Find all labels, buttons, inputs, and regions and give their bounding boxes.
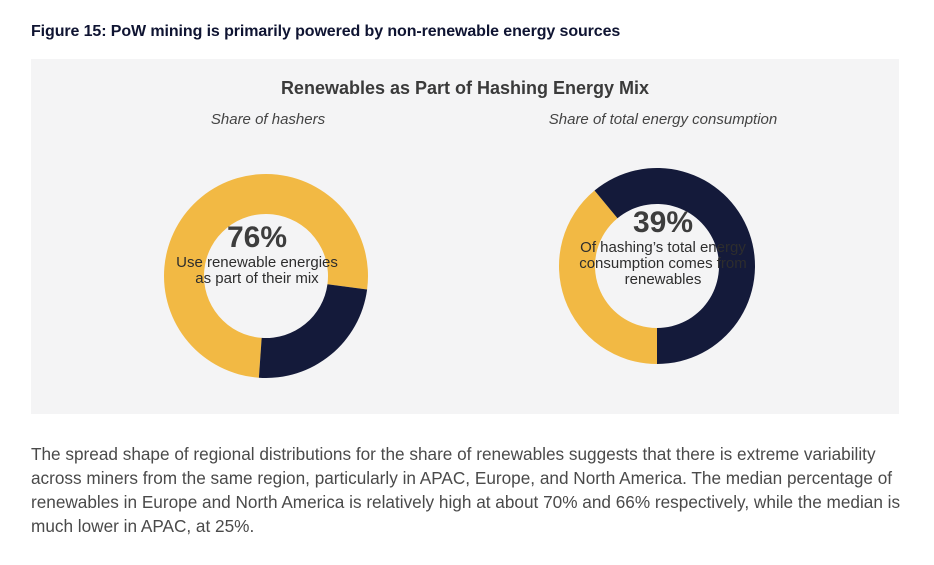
donut-center-energy: 39% Of hashing’s total energy consumptio… xyxy=(573,206,753,288)
percentage-energy: 39% xyxy=(632,206,694,239)
non-renewable-slice xyxy=(258,284,368,378)
renewable-slice xyxy=(163,174,368,378)
non-renewable-slice xyxy=(594,168,755,364)
renewable-slice xyxy=(558,190,657,364)
subtitle-share-of-energy: Share of total energy consumption xyxy=(548,111,778,128)
description-hashers: Use renewable energies as part of their … xyxy=(176,254,338,287)
body-paragraph: The spread shape of regional distributio… xyxy=(31,444,901,536)
donut-center-hashers: 76% Use renewable energies as part of th… xyxy=(176,221,338,287)
description-energy: Of hashing’s total energy consumption co… xyxy=(579,239,747,288)
chart-title: Renewables as Part of Hashing Energy Mix xyxy=(280,78,650,98)
figure-title: Figure 15: PoW mining is primarily power… xyxy=(31,23,621,40)
percentage-hashers: 76% xyxy=(226,221,288,254)
subtitle-share-of-hashers: Share of hashers xyxy=(210,111,326,128)
